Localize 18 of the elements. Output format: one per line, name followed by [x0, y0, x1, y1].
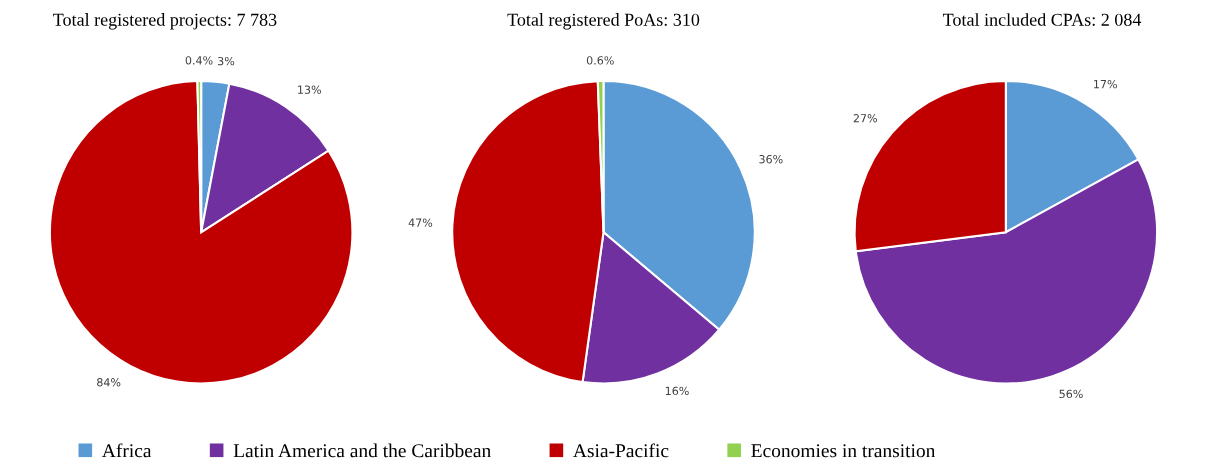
data-label: 16% — [665, 386, 689, 396]
chart-title: Total registered projects: 7 783 — [53, 13, 277, 30]
legend-label: Latin America and the Caribbean — [233, 443, 491, 458]
data-label: 0.4% — [185, 56, 213, 65]
legend-label: Africa — [102, 443, 152, 458]
data-label: 0.6% — [586, 56, 614, 65]
data-label: 13% — [298, 85, 321, 94]
data-label: 36% — [759, 155, 783, 164]
legend-label: Economies in transition — [751, 444, 936, 458]
data-label: 17% — [1094, 79, 1117, 89]
data-label: 47% — [408, 218, 433, 227]
legend-label: Asia-Pacific — [573, 443, 669, 458]
data-label: 56% — [1059, 389, 1083, 399]
data-label: 27% — [853, 114, 877, 123]
data-label: 3% — [218, 56, 235, 66]
chart-title: Total included CPAs: 2 084 — [943, 13, 1142, 26]
chart-title: Total registered PoAs: 310 — [507, 13, 700, 30]
data-label: 84% — [97, 378, 121, 387]
